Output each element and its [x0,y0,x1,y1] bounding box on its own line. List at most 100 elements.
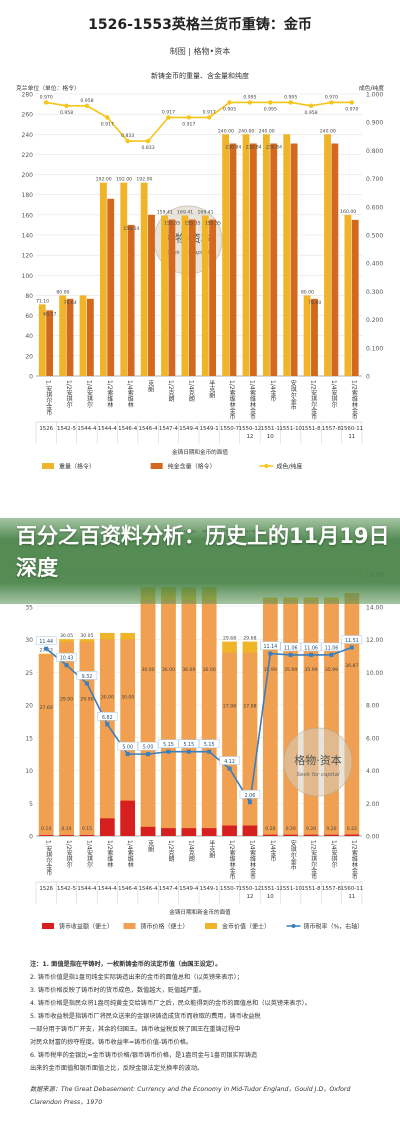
y-tick-label: 0 [29,834,33,841]
x-date-label: 1551-1 [261,886,280,892]
bar-value-label: 192.00 [136,177,152,183]
x-date-label: 1547-4 [159,426,179,432]
x-coin-label: 1/4索维林金币 [248,380,255,421]
x-date-sublabel: 12 [247,434,254,440]
purity-point [43,100,49,105]
x-date-label: 1546-4 [139,426,159,432]
x-coin-label: 1/2安琪尔 [65,840,72,868]
y2-tick-label: 0.400 [366,261,383,268]
bar-gold-content [351,219,359,376]
purity-point [206,115,212,120]
y2-tick-label: 1.000 [366,92,383,99]
purity-label: 0.995 [284,94,297,100]
purity-label: 0.995 [264,106,277,112]
bar-mint-price [181,600,197,836]
bar-gold-content [168,219,176,376]
bar-mint-price [140,600,156,836]
purity-label: 0.833 [141,145,154,151]
x-date-label: 1544-4 [98,426,118,432]
bar-gold-content [311,298,318,376]
y-tick-label: 240 [22,132,34,139]
bar-mint-price [201,600,217,836]
bar-weight [201,215,209,376]
purity-label: 0.917 [162,109,175,115]
tax-rate-label: 2.06 [245,793,256,799]
y2-tick-label: 0.300 [366,289,383,296]
title-banner [0,518,400,604]
y-tick-label: 35 [25,604,33,611]
x-date-label: 1551-10 [279,426,302,432]
y2-axis-title: 成色/纯度 [359,84,384,92]
x-coin-label: 1/4安琪尔 [85,840,92,868]
tax-rate-point [227,766,232,771]
tax-rate-point [84,681,89,686]
bar-gold-content [270,143,278,376]
x-date-label: 1560-11 [341,886,364,892]
bar-value-label: 230.84 [266,145,282,151]
tax-rate-label-box [76,671,98,680]
tax-rate-label-box [35,636,57,645]
purity-label: 0.833 [121,133,134,139]
bar-value-label: 29.68 [243,636,256,642]
x-coin-label: 半克朗 [208,839,215,859]
tax-rate-label: 11.14 [263,644,277,650]
tax-rate-label-box [117,741,138,751]
bar-weight [99,182,107,376]
x-date-label: 1551-1 [261,426,280,432]
tax-rate-point [125,752,130,757]
bar-gold-content [107,198,115,376]
notes-item: 5. 铸币收益税是指铸币厂将民众送来的金银块铸造成货币而收取的费用，铸币收益税 [30,1013,261,1020]
notes-item: 3. 铸币价格反映了铸币时的货币成色，数值越大，贬值越严重。 [30,987,205,994]
bar-weight [181,215,189,376]
purity-label: 0.917 [182,121,195,127]
bar-seigniorage [303,834,319,836]
bar-weight [262,134,270,376]
bar-weight [161,215,168,376]
tax-rate-label: 10.43 [60,656,74,662]
notes-item: 对民众财富的掠夺程度。铸币收益率=铸币价值-铸币价格。 [30,1039,193,1046]
x-coin-label: 克朗 [147,379,154,393]
y-tick-label: 40 [25,333,33,340]
legend-swatch [123,923,136,929]
tax-rate-label-box [260,641,281,650]
bar-gold-content [290,143,298,376]
bar-mint-price [242,652,258,836]
tax-rate-point [44,646,49,651]
bar-price-label: 27.98 [243,704,256,710]
bar-value-label: 27.83 [40,648,53,654]
bar-seigniorage [242,825,258,836]
notes-head: 注：1. 面值是指在平铸时，一枚新铸金币的法定币值（由国王设定）。 [30,961,222,968]
bar-value-label: 30.05 [80,633,93,639]
tax-rate-point [186,749,191,754]
bar-revenue-label: 0.14 [41,826,51,832]
x-date-label: 1549-4 [179,886,199,892]
bar-mint-price [161,600,176,836]
tax-rate-label-box [219,756,240,765]
x-coin-label: 1/2索维林金币 [228,380,235,421]
bar-gold-content [46,310,54,376]
y2-tick-label: 0.800 [366,148,383,155]
x-coin-label: 克朗 [147,839,154,853]
bar-value-label: 169.41 [177,209,193,215]
notes-item: 出来的金币面值和银币面值之比，反映金银法定兑换率的波动。 [30,1065,204,1072]
tax-rate-point [166,749,171,754]
bar-value-label: 240.00 [238,128,254,134]
y-tick-label: 180 [22,192,34,199]
bar-mint-price [222,652,237,836]
y2-tick-label: 0.00 [366,834,380,841]
bar-seigniorage [59,835,74,836]
x-coin-label: 1.安琪尔金币 [45,840,52,877]
tax-rate-point [349,645,354,650]
y-tick-label: 60 [25,313,33,320]
bar-price-label: 35.99 [304,667,317,673]
legend-label: 铸币税率（%，右轴） [304,923,364,931]
x-axis-title: 金铸日期和金币的面值 [172,448,228,456]
bar-seigniorage [324,834,339,836]
chart-title: 新铸金币的重量、含金量和纯度 [151,71,249,80]
x-date-label: 1547-4 [159,886,179,892]
legend-swatch [42,463,54,469]
bar-value-label: 65.17 [43,311,56,317]
y-tick-label: 140 [22,233,34,240]
y-tick-label: 280 [22,92,34,99]
x-coin-label: 安琪尔金币 [289,379,296,411]
